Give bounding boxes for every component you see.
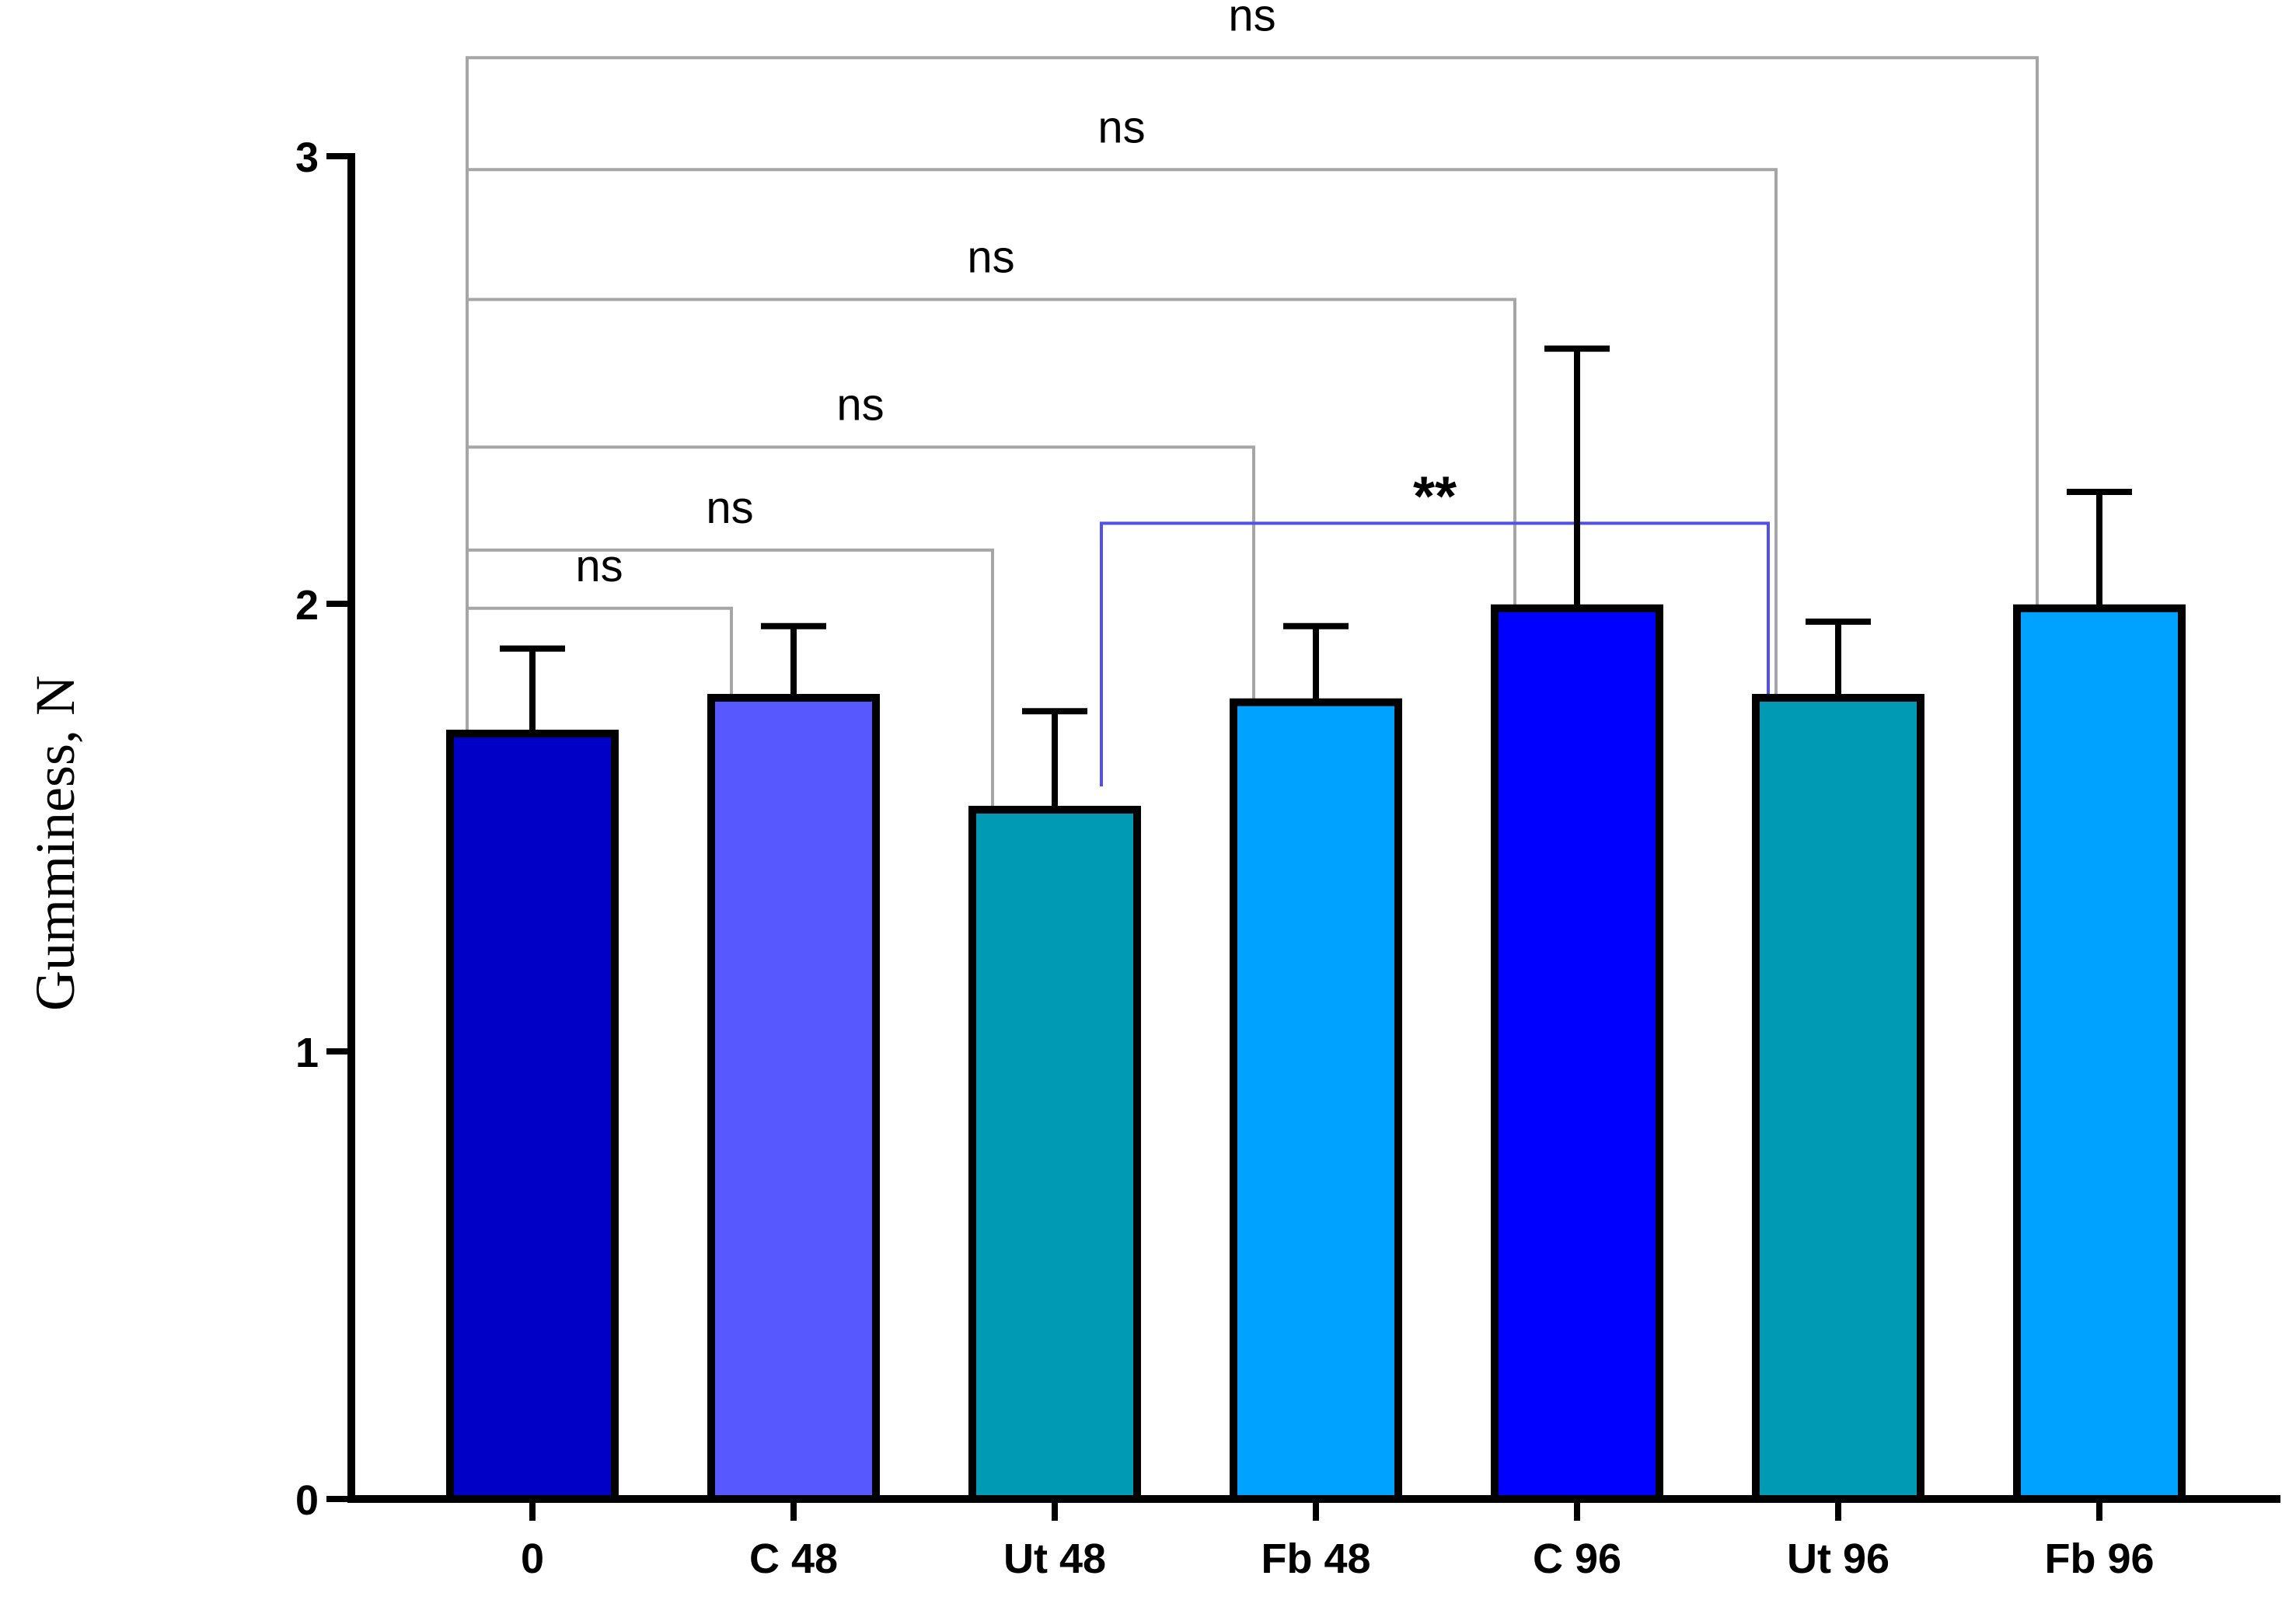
y-axis-title: Gumminess, N	[24, 675, 86, 1011]
x-tick-label: 0	[521, 1536, 544, 1582]
comparison-label: ns	[575, 541, 623, 591]
x-tick-label: Fb 48	[1261, 1536, 1370, 1582]
bar	[1752, 693, 1924, 1504]
comparison-label: **	[1413, 465, 1457, 528]
y-tick-label: 0	[295, 1477, 319, 1524]
comparison-label: ns	[836, 379, 884, 430]
x-tick-label: C 48	[749, 1536, 838, 1582]
bar	[1491, 604, 1663, 1503]
bar	[707, 693, 880, 1504]
bar	[446, 730, 619, 1503]
y-ticks: 0 1 2 3	[295, 134, 351, 1524]
y-tick-label: 1	[295, 1030, 319, 1076]
comparison-label: ns	[1228, 0, 1275, 40]
x-tick-label: Fb 96	[2044, 1536, 2154, 1582]
comparison-label: ns	[967, 232, 1014, 282]
comparison-bracket	[466, 606, 733, 800]
comparison-label: ns	[706, 483, 753, 533]
comparison-bracket	[1100, 521, 1770, 880]
comparison-brackets: ns ns ns ns ns ns **	[466, 0, 2039, 880]
y-tick-label: 2	[295, 582, 319, 629]
error-bars	[500, 345, 2132, 810]
x-tick-label: Ut 96	[1787, 1536, 1889, 1582]
bar	[1230, 698, 1402, 1503]
y-tick-label: 3	[295, 134, 319, 181]
bar	[968, 805, 1141, 1503]
bar	[2013, 604, 2186, 1503]
x-tick-label: Ut 48	[1003, 1536, 1106, 1582]
x-ticks: 0 C 48 Ut 48 Fb 48 C 96 Ut 96 Fb 96	[521, 1499, 2155, 1582]
bars	[446, 604, 2186, 1504]
comparison-label: ns	[1097, 102, 1145, 152]
x-tick-label: C 96	[1533, 1536, 1621, 1582]
